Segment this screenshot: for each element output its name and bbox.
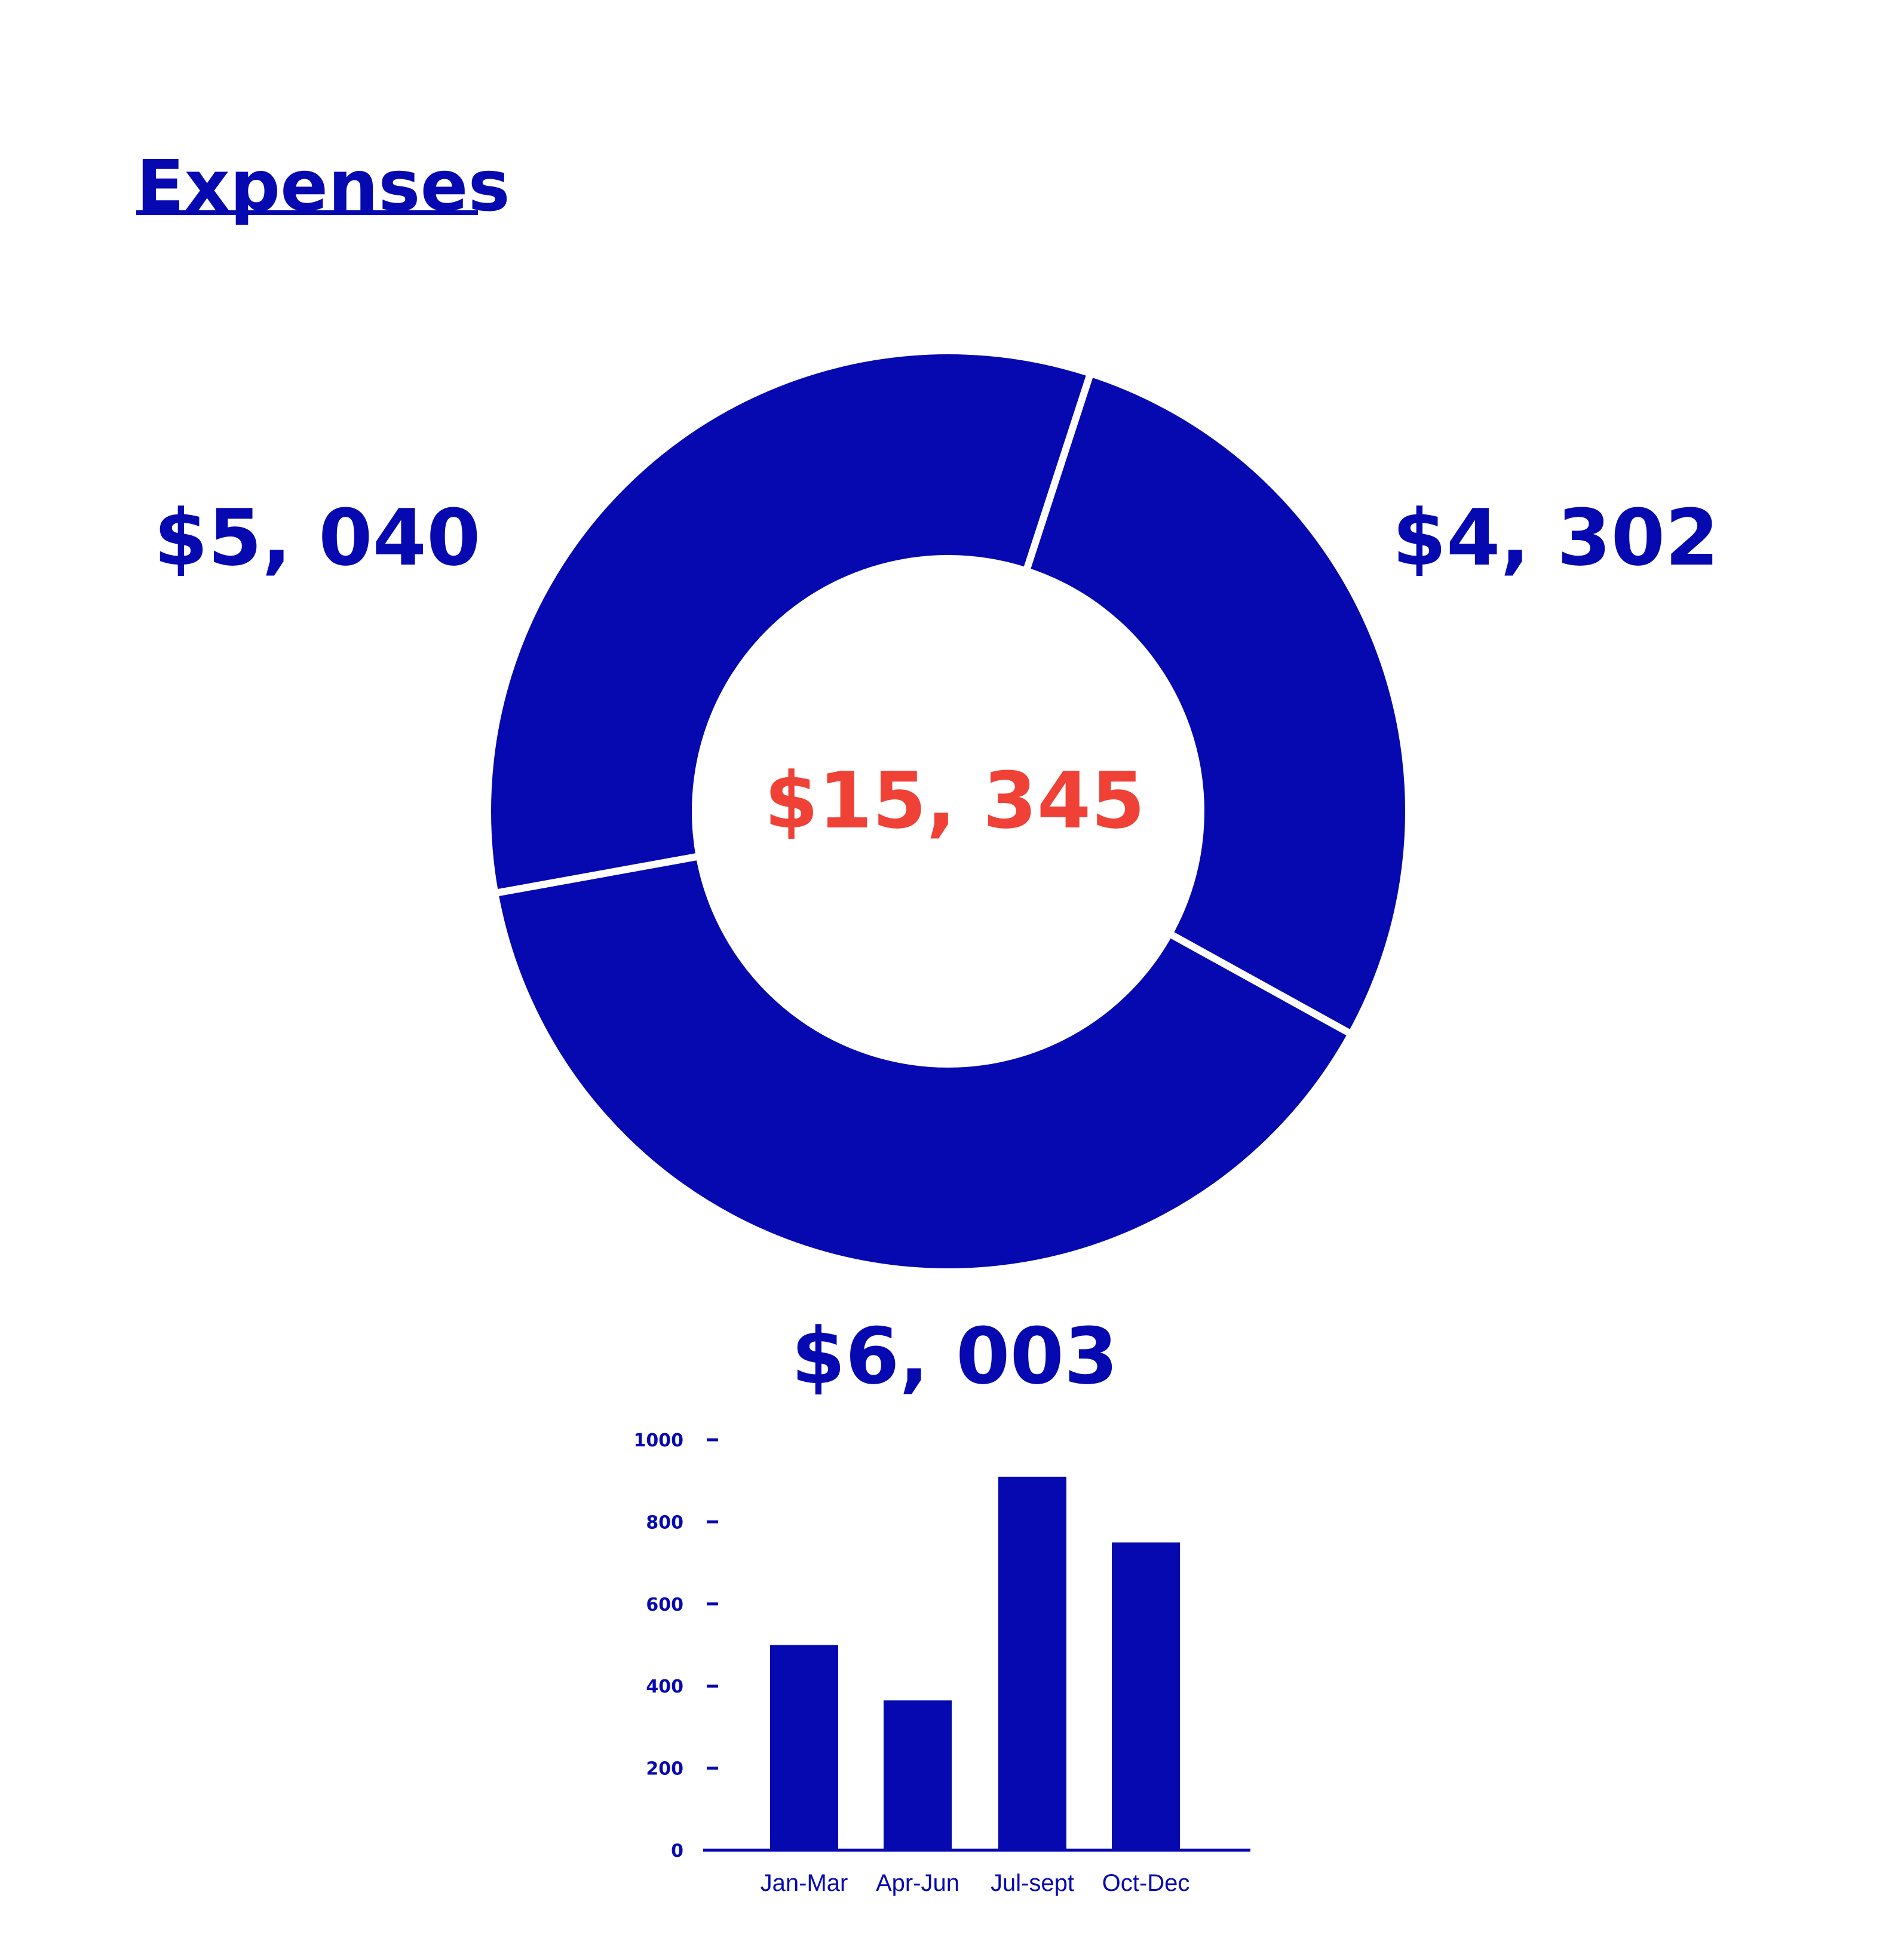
title-underline	[136, 210, 478, 215]
bar-jul-sept	[998, 1476, 1066, 1850]
y-tick-label: 600	[646, 1595, 683, 1615]
bar-chart: 0 200 400 600 800 1000 Jan-Mar Apr-Jun Jul-sept O…	[634, 1430, 1250, 1896]
donut-slice-0	[1022, 369, 1412, 1040]
slice-label-bottom: $6, 003	[792, 1311, 1118, 1402]
x-tick-label: Apr-Jun	[876, 1870, 959, 1896]
donut-center-total: $15, 345	[764, 755, 1145, 846]
slice-label-left: $5, 040	[154, 492, 481, 583]
title: Expenses	[136, 145, 510, 227]
donut-slice-2	[484, 347, 1095, 898]
y-tick-label: 1000	[634, 1430, 684, 1451]
x-tick-label: Oct-Dec	[1102, 1870, 1190, 1896]
y-tick-label: 0	[671, 1841, 683, 1862]
bar-oct-dec	[1112, 1542, 1180, 1850]
donut-chart	[484, 347, 1412, 1276]
y-tick-label: 200	[646, 1759, 683, 1780]
bar-jan-mar	[770, 1645, 838, 1850]
x-tick-label: Jul-sept	[991, 1870, 1074, 1896]
x-tick-label: Jan-Mar	[761, 1870, 848, 1896]
donut-slice-1	[490, 852, 1356, 1276]
y-tick-label: 800	[646, 1512, 683, 1533]
bar-apr-jun	[884, 1700, 952, 1850]
y-tick-label: 400	[646, 1676, 683, 1697]
slice-label-right: $4, 302	[1393, 492, 1719, 583]
